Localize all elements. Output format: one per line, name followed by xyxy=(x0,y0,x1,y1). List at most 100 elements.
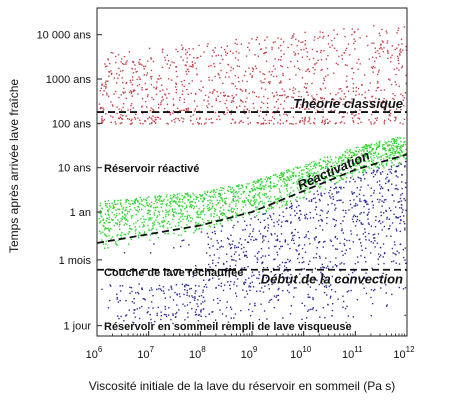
green-point-337 xyxy=(214,219,217,222)
red-point-208 xyxy=(263,122,265,124)
green-point-701 xyxy=(231,211,233,213)
green-point-1017 xyxy=(168,213,170,215)
blue-point-771 xyxy=(364,236,367,238)
blue-point-770 xyxy=(338,199,340,202)
green-point-1129 xyxy=(200,194,202,197)
red-point-633 xyxy=(224,94,226,96)
red-point-40 xyxy=(248,42,250,44)
green-point-1358 xyxy=(263,185,265,187)
blue-point-338 xyxy=(225,315,227,317)
green-point-965 xyxy=(390,160,392,162)
green-point-1464 xyxy=(252,181,255,184)
green-point-1121 xyxy=(268,208,271,210)
green-point-266 xyxy=(99,222,101,224)
red-point-611 xyxy=(305,108,307,110)
green-point-1023 xyxy=(111,202,113,204)
blue-point-422 xyxy=(269,214,271,217)
blue-point-590 xyxy=(216,297,219,300)
blue-point-919 xyxy=(303,276,305,279)
green-point-1268 xyxy=(131,217,133,219)
green-point-552 xyxy=(113,224,115,227)
blue-point-308 xyxy=(258,271,260,273)
blue-point-602 xyxy=(289,247,291,250)
red-point-964 xyxy=(118,96,120,99)
red-point-469 xyxy=(118,67,120,70)
red-point-152 xyxy=(260,87,263,89)
red-point-651 xyxy=(321,119,324,121)
red-point-216 xyxy=(395,83,397,86)
green-point-720 xyxy=(262,193,264,196)
green-point-713 xyxy=(322,166,324,169)
green-point-642 xyxy=(288,193,291,195)
red-point-1075 xyxy=(351,112,353,115)
green-point-595 xyxy=(358,164,360,166)
green-point-283 xyxy=(308,174,311,176)
green-point-1477 xyxy=(295,174,297,176)
blue-point-885 xyxy=(259,221,262,224)
green-point-420 xyxy=(235,185,238,188)
scatter-points xyxy=(98,25,408,325)
blue-point-468 xyxy=(191,308,193,310)
red-point-222 xyxy=(187,93,189,95)
blue-point-710 xyxy=(351,271,354,274)
blue-point-1056 xyxy=(284,239,287,242)
red-point-99 xyxy=(313,72,315,75)
red-point-324 xyxy=(387,52,389,55)
green-point-663 xyxy=(244,212,246,214)
red-point-5 xyxy=(326,100,328,102)
green-point-984 xyxy=(279,190,281,192)
green-point-727 xyxy=(250,204,253,206)
blue-point-149 xyxy=(301,257,304,259)
green-point-703 xyxy=(270,207,273,210)
green-point-874 xyxy=(277,198,279,200)
red-point-539 xyxy=(375,90,377,92)
green-point-672 xyxy=(184,215,186,218)
red-point-410 xyxy=(304,43,307,45)
red-point-1002 xyxy=(376,117,378,119)
blue-point-418 xyxy=(207,236,209,238)
green-point-211 xyxy=(224,200,226,202)
green-point-447 xyxy=(399,154,402,156)
blue-point-246 xyxy=(385,182,387,185)
blue-point-1066 xyxy=(291,204,293,207)
blue-point-110 xyxy=(226,253,228,255)
blue-point-1042 xyxy=(379,192,381,194)
blue-point-1093 xyxy=(399,243,401,246)
blue-point-791 xyxy=(277,223,280,226)
green-point-396 xyxy=(256,215,258,217)
green-point-1152 xyxy=(115,222,117,224)
green-point-1120 xyxy=(195,224,197,226)
green-point-1400 xyxy=(389,156,391,159)
blue-point-363 xyxy=(156,312,158,315)
blue-point-1073 xyxy=(404,314,406,317)
green-point-324 xyxy=(117,239,120,242)
green-point-1073 xyxy=(241,200,244,202)
green-point-455 xyxy=(188,215,191,217)
green-point-554 xyxy=(339,164,341,166)
blue-point-582 xyxy=(332,303,334,305)
blue-point-688 xyxy=(334,209,336,211)
red-point-473 xyxy=(239,88,241,90)
blue-point-476 xyxy=(176,304,178,306)
red-point-250 xyxy=(282,122,284,124)
blue-point-25 xyxy=(335,248,337,250)
red-point-1072 xyxy=(240,99,242,102)
green-point-983 xyxy=(322,177,324,179)
blue-point-808 xyxy=(276,254,279,256)
blue-point-801 xyxy=(330,284,332,286)
blue-point-231 xyxy=(193,299,196,301)
blue-point-280 xyxy=(220,282,222,285)
red-point-230 xyxy=(166,97,168,99)
blue-point-467 xyxy=(219,246,221,249)
green-point-1090 xyxy=(396,145,399,148)
blue-point-662 xyxy=(306,317,308,319)
blue-point-216 xyxy=(119,285,121,287)
green-point-490 xyxy=(165,216,167,218)
green-point-339 xyxy=(275,173,277,176)
red-point-833 xyxy=(260,123,262,125)
red-point-689 xyxy=(246,80,248,83)
green-point-30 xyxy=(116,244,119,246)
blue-point-982 xyxy=(346,239,348,242)
green-point-1170 xyxy=(308,170,311,172)
green-point-217 xyxy=(312,174,315,177)
